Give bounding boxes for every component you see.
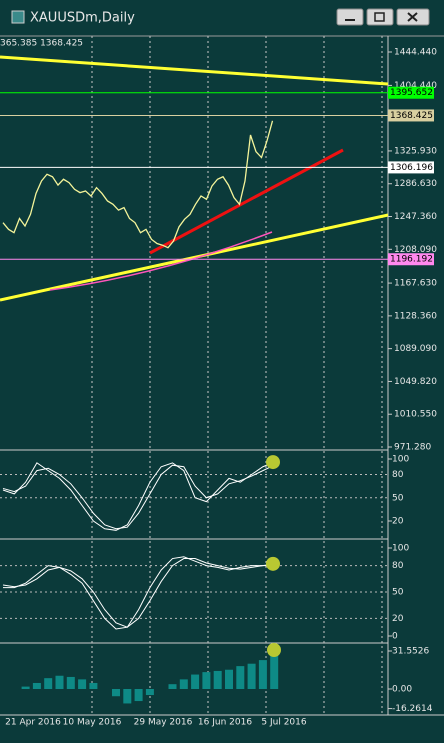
- price-tag: [388, 86, 434, 99]
- osc-tick-label: 0.00: [392, 685, 412, 695]
- signal-marker: [267, 643, 281, 657]
- histogram-bar: [270, 652, 279, 689]
- osc-tick-label: 0: [392, 632, 398, 642]
- histogram-bar: [112, 689, 120, 697]
- price-line: [2, 120, 274, 249]
- histogram-bar: [89, 682, 98, 689]
- osc-tick-label: 100: [392, 544, 409, 554]
- histogram-bar: [123, 689, 132, 704]
- histogram-bar: [258, 660, 267, 689]
- window-icon: [11, 10, 25, 24]
- osc-tick-label: 20: [392, 614, 404, 624]
- date-label: 16 Jun 2016: [198, 718, 252, 728]
- price-tick-label: 1208.090: [394, 245, 437, 255]
- histogram-bar: [78, 679, 87, 689]
- osc-tick-label: 50: [392, 493, 404, 503]
- signal-marker: [266, 455, 280, 470]
- date-label: 21 Apr 2016: [5, 718, 61, 728]
- price-tag-label: 1306.196: [390, 163, 433, 173]
- price-tick-label: 1128.360: [394, 311, 437, 321]
- vertical-grid: [91, 36, 383, 715]
- histogram-bar: [21, 686, 30, 689]
- histogram-bar: [44, 678, 53, 689]
- histogram-bar: [191, 674, 200, 689]
- histogram-bar: [225, 669, 233, 689]
- price-tag: [388, 161, 434, 174]
- price-tick-label: 1089.090: [394, 344, 437, 354]
- price-info: 365.385 1368.425: [0, 39, 83, 49]
- price-tag-label: 1395.652: [390, 88, 433, 98]
- date-label: 29 May 2016: [134, 718, 193, 728]
- osc-line: [3, 556, 275, 630]
- window-title: XAUUSDm,Daily: [30, 11, 135, 26]
- window-buttons[interactable]: [336, 8, 430, 26]
- price-tick-label: 1049.820: [394, 377, 437, 387]
- histogram-bar: [179, 679, 188, 689]
- histogram-bar: [32, 682, 41, 689]
- price-tick-label: 1010.550: [394, 410, 437, 420]
- date-label: 10 May 2016: [63, 718, 122, 728]
- osc-line: [2, 464, 275, 530]
- histogram-bar: [247, 663, 256, 689]
- osc-tick-label: 100: [392, 455, 409, 465]
- price-tick-label: 971.280: [394, 443, 431, 453]
- histogram-bar: [236, 666, 245, 689]
- osc-tick-label: 31.5526: [392, 647, 429, 657]
- osc-tick-label: 80: [392, 470, 404, 480]
- date-label: 5 Jul 2016: [261, 718, 306, 728]
- signal-marker: [266, 556, 280, 571]
- price-tag: [388, 253, 434, 266]
- price-tag: [388, 109, 434, 122]
- price-tag-label: 1368.425: [390, 111, 433, 121]
- minimize-button[interactable]: [336, 8, 364, 26]
- price-tick-label: 1444.440: [394, 48, 437, 58]
- price-tick-label: 1167.630: [394, 279, 437, 289]
- histogram-bar: [213, 670, 222, 689]
- osc-line: [2, 461, 275, 531]
- trend-line: [0, 55, 389, 86]
- moving-average: [49, 231, 273, 291]
- price-tick-label: 1404.440: [394, 81, 437, 91]
- histogram-bar: [66, 676, 75, 689]
- trend-line: [0, 213, 389, 302]
- osc-tick-label: 20: [392, 517, 404, 527]
- histogram-bar: [202, 672, 211, 689]
- osc-line: [2, 558, 275, 628]
- price-tick-label: 1325.930: [394, 146, 437, 156]
- price-tag-label: 1196.192: [390, 255, 433, 265]
- price-tick-label: 1247.360: [394, 212, 437, 222]
- histogram-bar: [145, 689, 154, 696]
- histogram-bar: [55, 675, 64, 689]
- histogram-bar: [134, 689, 143, 702]
- osc-tick-label: -16.2614: [392, 704, 433, 714]
- price-tick-label: 1286.630: [394, 179, 437, 189]
- maximize-button[interactable]: [366, 8, 394, 26]
- osc-tick-label: 50: [392, 588, 404, 598]
- histogram-bar: [168, 684, 177, 689]
- osc-tick-label: 80: [392, 561, 404, 571]
